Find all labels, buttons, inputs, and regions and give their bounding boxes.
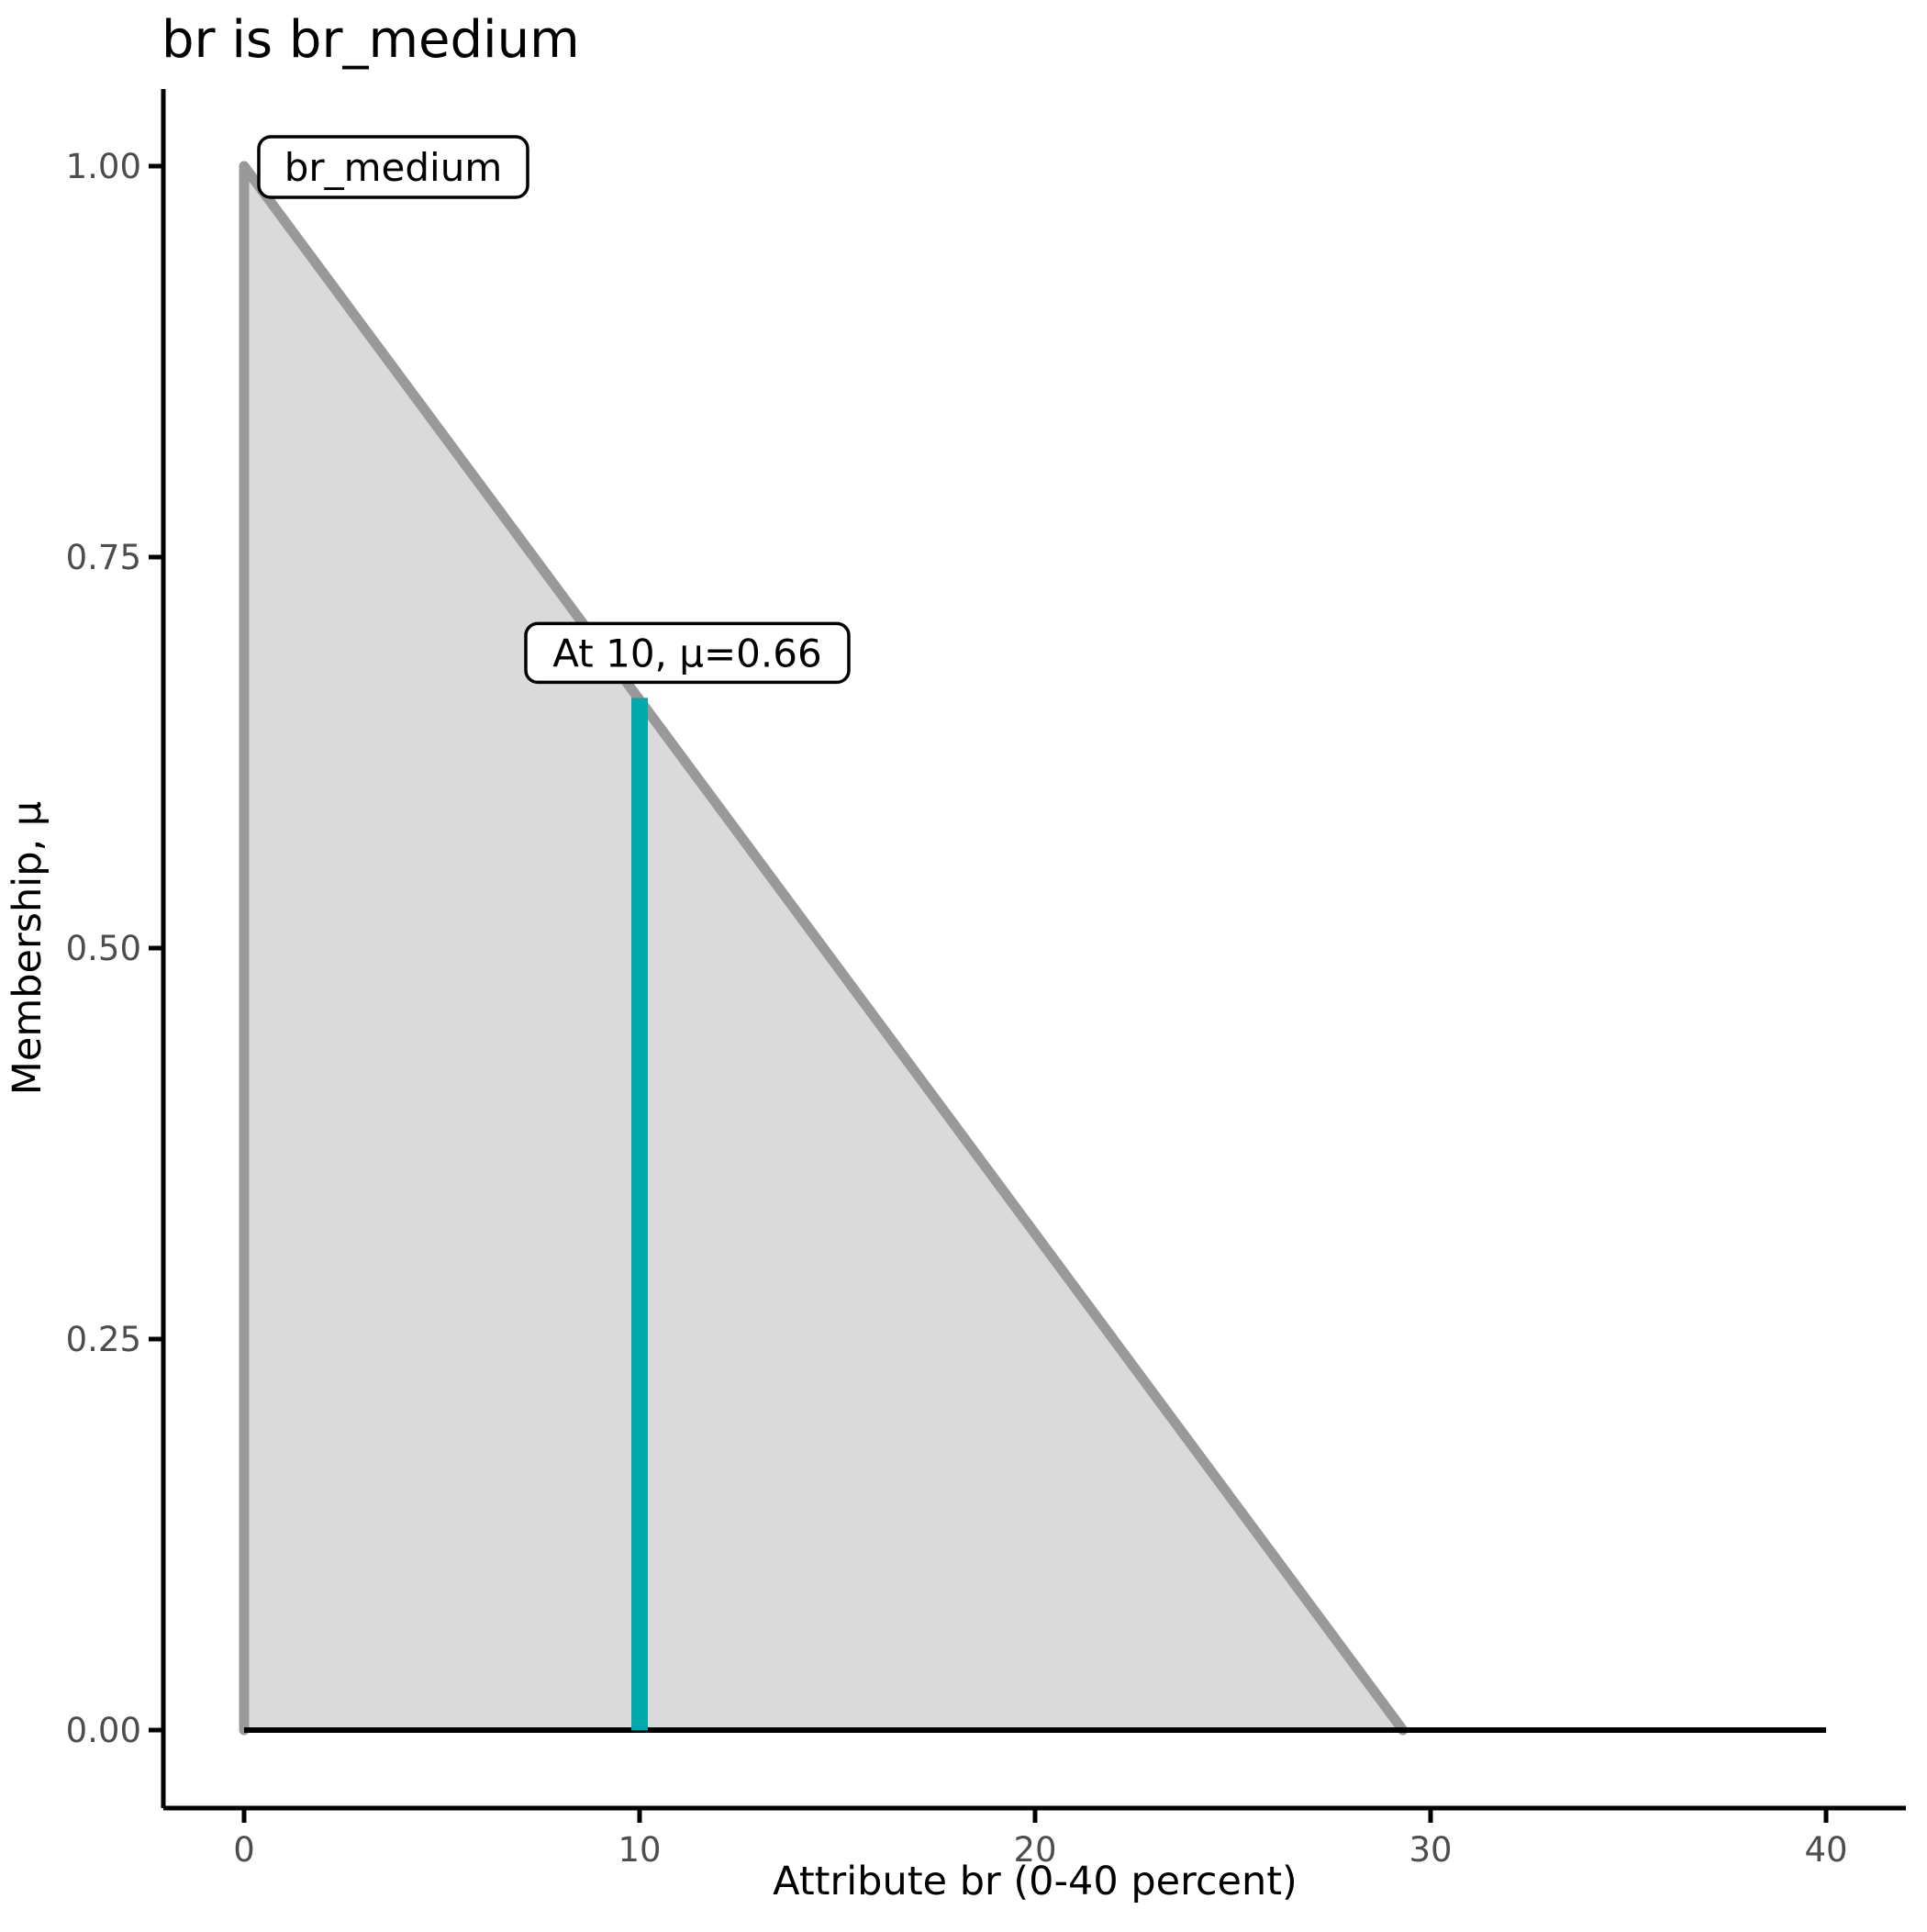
y-tick-label: 0.50 (66, 929, 141, 968)
x-tick-label: 0 (233, 1830, 255, 1870)
annotations-layer: br_medium At 10, μ=0.66 (257, 135, 851, 685)
membership-outline (239, 161, 1409, 1736)
y-tick-label: 1.00 (66, 147, 141, 186)
x-tick-label: 10 (618, 1830, 661, 1870)
y-tick-label: 0.75 (66, 538, 141, 577)
annotation-label: br_medium (284, 145, 503, 190)
membership-shapes-layer (239, 161, 1826, 1736)
y-tick-label: 0.25 (66, 1320, 141, 1359)
x-axis-label: Attribute br (0-40 percent) (773, 1859, 1298, 1904)
x-tick-label: 30 (1409, 1830, 1452, 1870)
x-tick-label: 40 (1804, 1830, 1847, 1870)
axes-layer: 0.00 0.25 0.50 0.75 1.00 0 10 20 30 40 (66, 89, 1906, 1870)
annotation-box (257, 135, 529, 199)
chart-title: br is br_medium (162, 10, 580, 70)
y-axis-label: Membership, μ (5, 801, 50, 1095)
y-tick-label: 0.00 (66, 1711, 141, 1750)
annotation-label: At 10, μ=0.66 (552, 631, 821, 676)
x-tick-label: 20 (1013, 1830, 1056, 1870)
annotation-box (524, 621, 851, 685)
